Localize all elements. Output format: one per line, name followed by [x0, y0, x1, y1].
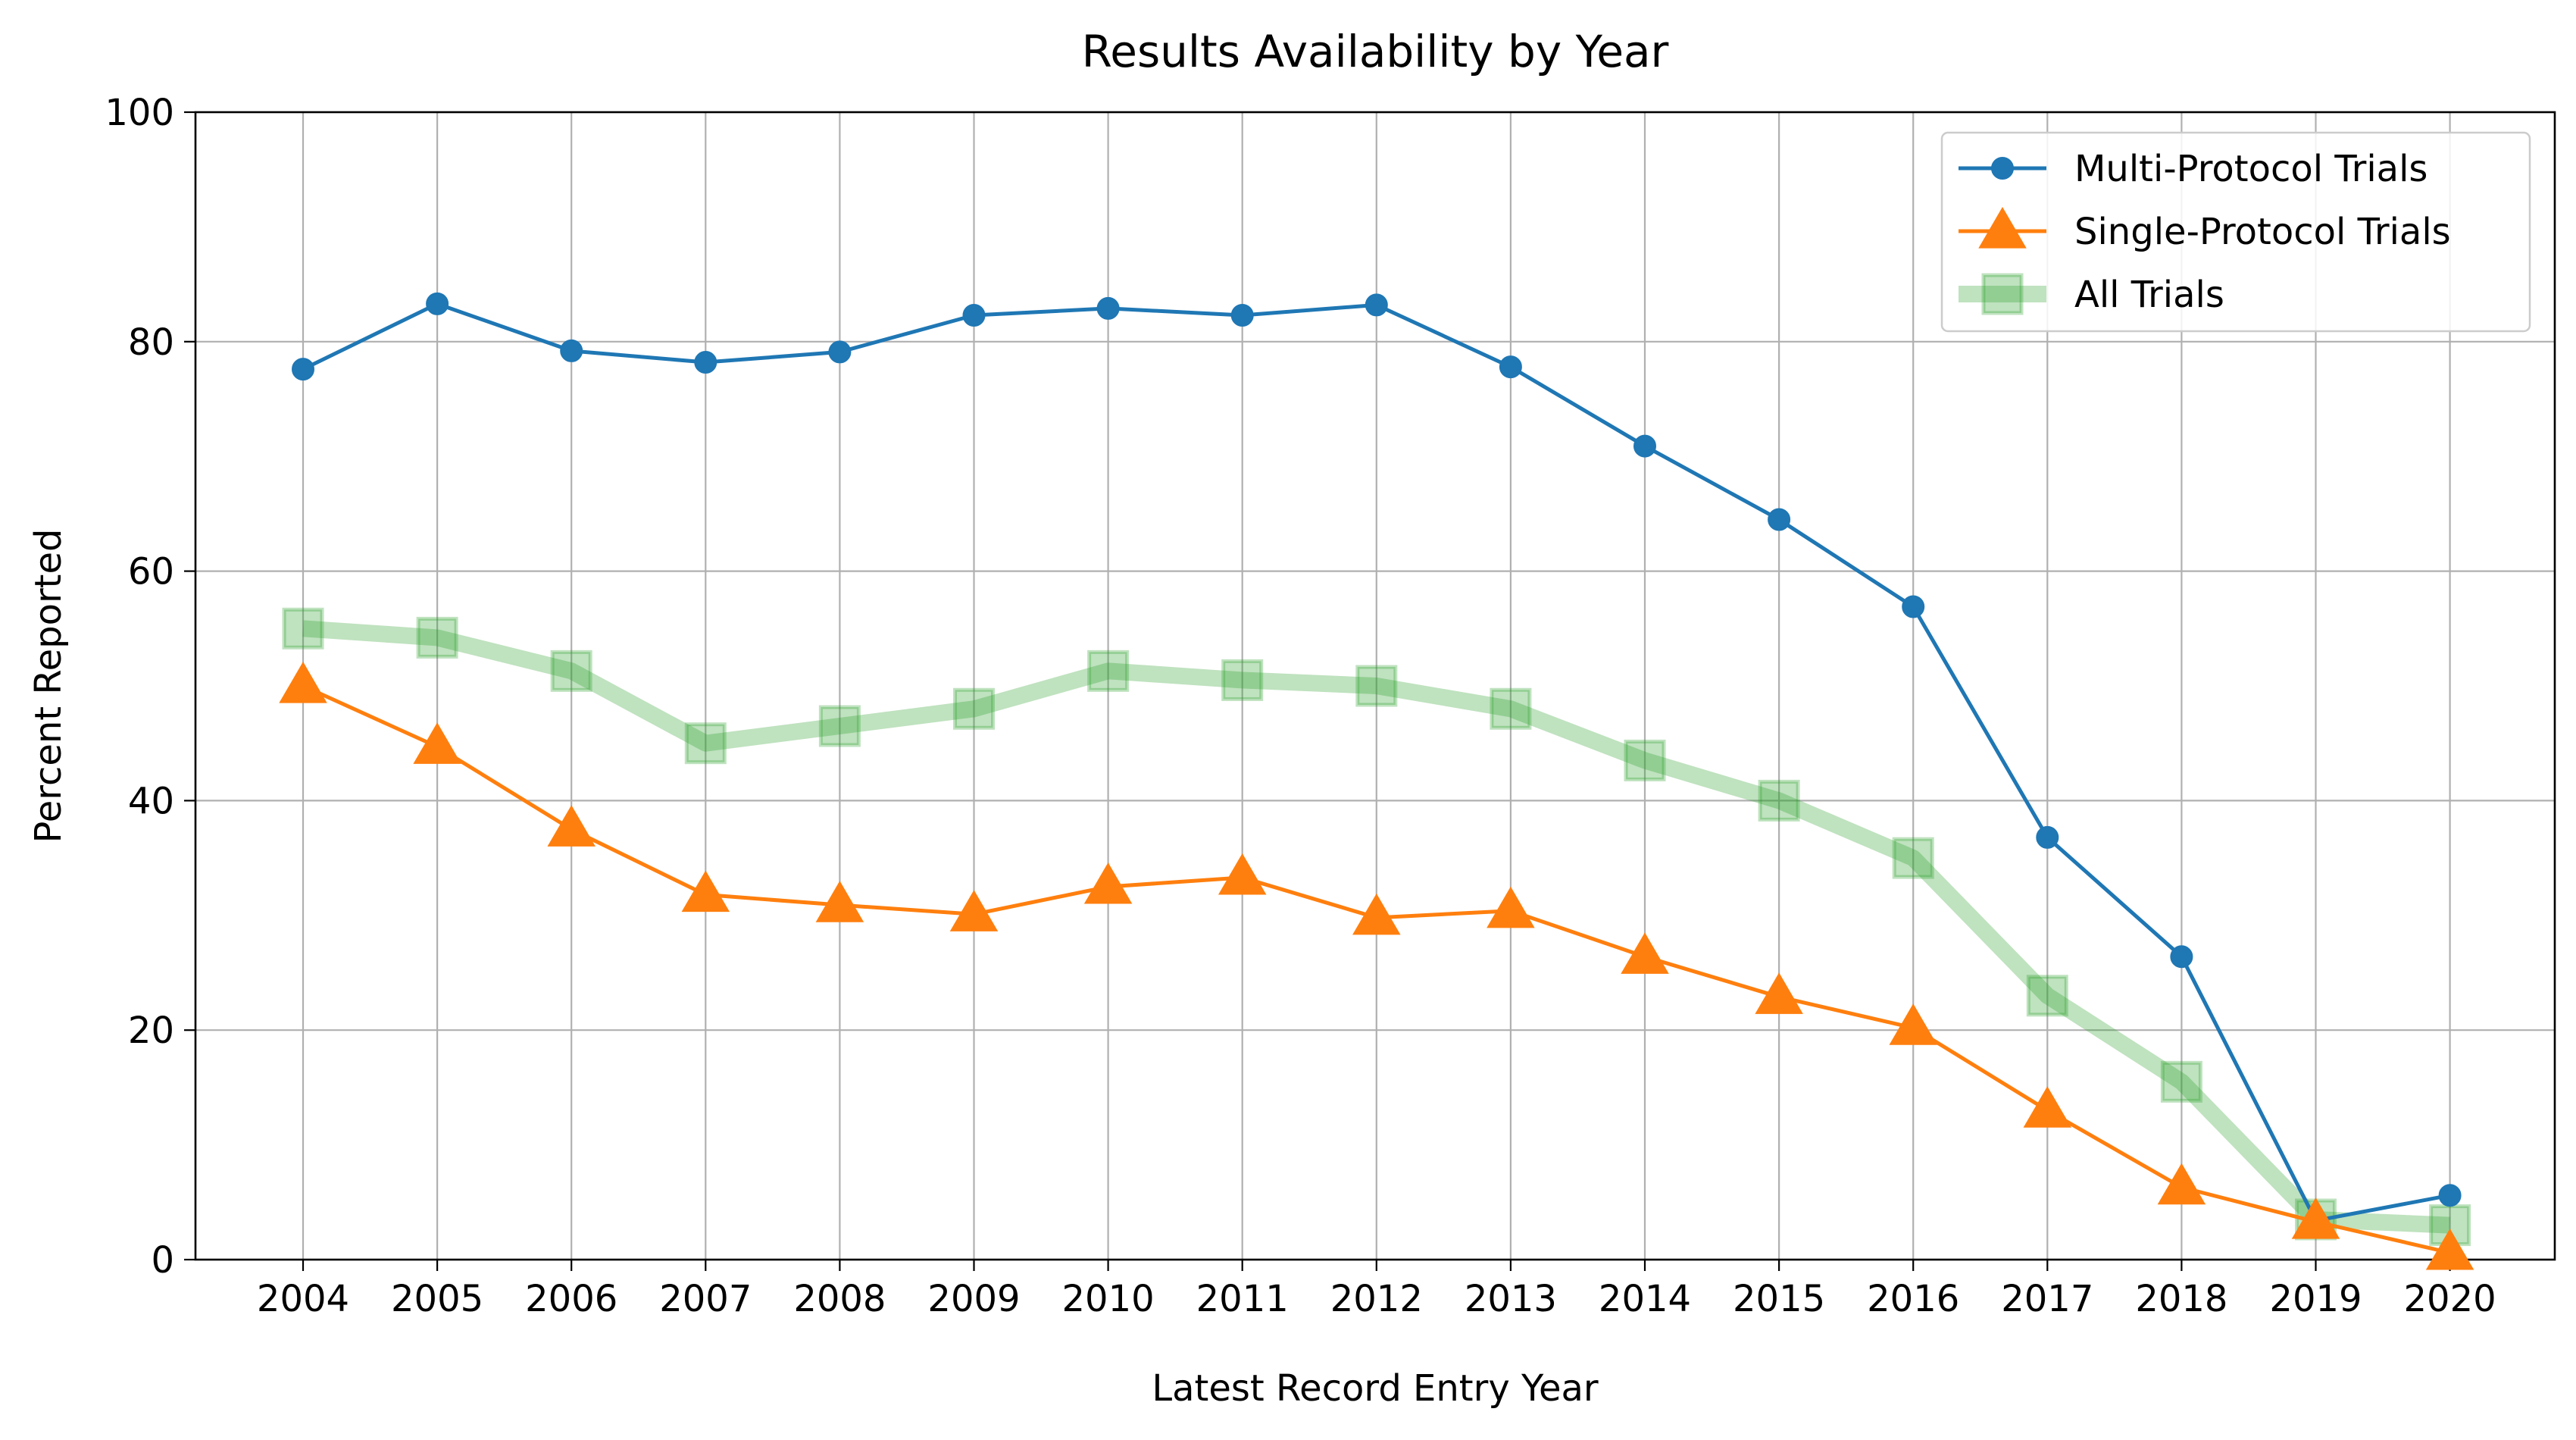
x-tick-label: 2015 [1733, 1278, 1825, 1320]
legend-label: Single-Protocol Trials [2074, 211, 2451, 253]
data-point [949, 890, 999, 931]
y-tick-label: 20 [128, 1010, 174, 1052]
legend-label: All Trials [2074, 274, 2224, 316]
data-point [962, 303, 986, 327]
data-point [1758, 779, 1800, 822]
data-point [547, 805, 596, 847]
data-point [2023, 1086, 2072, 1128]
data-point [2425, 1228, 2474, 1270]
legend-entry: Single-Protocol Trials [1959, 207, 2451, 253]
data-point [694, 351, 717, 374]
data-point [1221, 659, 1264, 701]
data-point [1499, 355, 1522, 379]
data-point [1087, 650, 1130, 692]
x-tick-label: 2011 [1196, 1278, 1289, 1320]
data-point [413, 722, 461, 764]
legend: Multi-Protocol Trials Single-Protocol Tri… [1940, 131, 2531, 333]
data-point [1624, 739, 1666, 781]
data-point [282, 607, 324, 650]
legend-marker [1991, 157, 2014, 180]
data-point [953, 687, 995, 730]
data-point [1096, 296, 1120, 320]
data-point [2291, 1197, 2340, 1239]
data-point [684, 722, 727, 765]
axes: 2004 2005 2006 2007 2008 2009 2010 2011 2012 2013… [105, 92, 2556, 1320]
legend-marker [1981, 273, 2024, 315]
data-point [292, 358, 314, 381]
data-point [416, 616, 458, 659]
x-tick-label: 2004 [257, 1278, 349, 1320]
data-point [1768, 508, 1791, 531]
data-point [1355, 665, 1398, 707]
data-point [681, 870, 730, 913]
data-point [2026, 975, 2068, 1017]
x-tick-label: 2010 [1062, 1278, 1155, 1320]
x-axis-label: Latest Record Entry Year [1152, 1367, 1599, 1410]
x-tick-label: 2017 [2001, 1278, 2093, 1320]
legend-entry: Multi-Protocol Trials [1959, 148, 2428, 190]
x-tick-label: 2018 [2135, 1278, 2227, 1320]
x-tick-label: 2020 [2404, 1278, 2496, 1320]
data-point [2170, 945, 2193, 969]
data-point [2036, 825, 2059, 849]
data-point [1218, 853, 1267, 895]
data-point [1621, 932, 1669, 974]
x-tick-label: 2012 [1330, 1278, 1423, 1320]
x-tick-label: 2016 [1867, 1278, 1959, 1320]
data-point [828, 340, 852, 364]
y-tick-label: 100 [105, 92, 174, 134]
data-point [1889, 1003, 1937, 1045]
series-all-trials [282, 607, 2471, 1247]
series-multi-protocol-trials [292, 292, 2462, 1232]
data-point [1755, 972, 1803, 1014]
data-point [426, 292, 449, 315]
y-tick-label: 80 [128, 321, 174, 364]
legend-box [1940, 131, 2531, 333]
data-point [2157, 1163, 2206, 1205]
legend-label: Multi-Protocol Trials [2074, 148, 2428, 190]
x-tick-label: 2008 [793, 1278, 886, 1320]
data-point [550, 650, 592, 692]
y-tick-label: 60 [128, 551, 174, 593]
data-point [1083, 862, 1133, 904]
data-point [1230, 303, 1254, 327]
data-point [1352, 893, 1401, 935]
data-point [1487, 886, 1535, 928]
data-point [560, 339, 583, 362]
data-point [1490, 687, 1532, 730]
legend-marker [1978, 207, 2027, 249]
data-point [2438, 1184, 2462, 1207]
y-axis-label: Percent Reported [27, 529, 70, 844]
x-tick-label: 2009 [927, 1278, 1020, 1320]
plot-frame [194, 111, 2556, 1261]
x-tick-label: 2019 [2269, 1278, 2362, 1320]
series-single-protocol-trials [279, 662, 2474, 1270]
data-point [815, 881, 864, 922]
data-point [1902, 595, 1925, 618]
x-tick-label: 2013 [1465, 1278, 1557, 1320]
y-tick-label: 40 [128, 780, 174, 822]
grid [195, 112, 2555, 1260]
data-point [1365, 293, 1388, 317]
series-line [302, 620, 2451, 1234]
x-tick-label: 2005 [391, 1278, 483, 1320]
x-tick-label: 2014 [1599, 1278, 1691, 1320]
data-point [1892, 837, 1934, 879]
x-tick-label: 2007 [659, 1278, 752, 1320]
legend-entry: All Trials [1959, 273, 2224, 316]
data-point [818, 705, 861, 747]
data-point [279, 662, 327, 703]
data-point [1633, 434, 1656, 458]
data-point [2160, 1060, 2202, 1103]
x-tick-label: 2006 [525, 1278, 617, 1320]
y-tick-label: 0 [151, 1239, 174, 1282]
chart-title: Results Availability by Year [1082, 26, 1669, 77]
series-group [279, 292, 2474, 1270]
